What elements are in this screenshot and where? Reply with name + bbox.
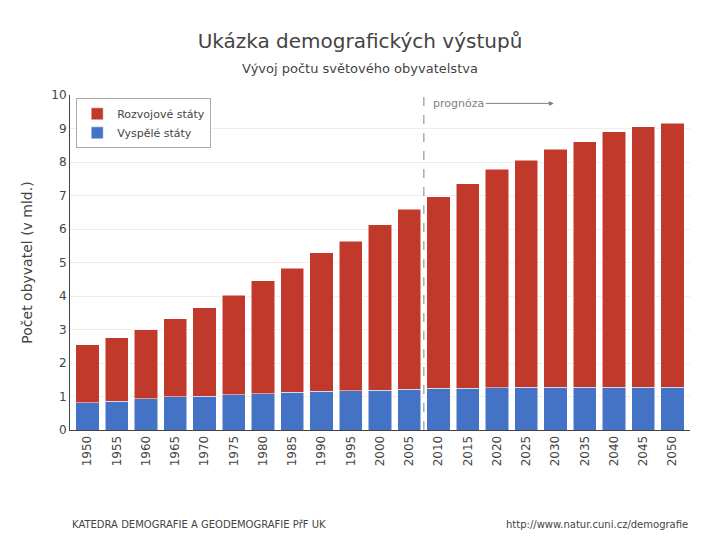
svg-text:2045: 2045 <box>636 436 650 467</box>
svg-text:1965: 1965 <box>168 436 182 467</box>
svg-text:2: 2 <box>59 356 67 370</box>
svg-text:6: 6 <box>59 222 67 236</box>
svg-text:5: 5 <box>59 256 67 270</box>
svg-text:1950: 1950 <box>80 436 94 467</box>
svg-text:2030: 2030 <box>548 436 562 467</box>
svg-text:Rozvojové státy: Rozvojové státy <box>117 108 205 121</box>
svg-text:2015: 2015 <box>461 436 475 467</box>
svg-text:2025: 2025 <box>519 436 533 467</box>
svg-text:9: 9 <box>59 122 67 136</box>
svg-text:0: 0 <box>59 423 67 437</box>
svg-text:1990: 1990 <box>314 436 328 467</box>
svg-text:http://www.natur.cuni.cz/demog: http://www.natur.cuni.cz/demografie <box>506 519 688 530</box>
svg-text:Vývoj počtu světového obyvatel: Vývoj počtu světového obyvatelstva <box>242 61 478 76</box>
svg-text:2005: 2005 <box>402 436 416 467</box>
svg-text:3: 3 <box>59 323 67 337</box>
svg-text:7: 7 <box>59 189 67 203</box>
svg-text:1995: 1995 <box>344 436 358 467</box>
svg-text:1985: 1985 <box>285 436 299 467</box>
svg-text:Vyspělé státy: Vyspělé státy <box>117 127 192 140</box>
svg-text:1955: 1955 <box>110 436 124 467</box>
svg-text:2035: 2035 <box>578 436 592 467</box>
svg-text:2010: 2010 <box>431 436 445 467</box>
svg-text:10: 10 <box>51 88 66 102</box>
svg-text:2000: 2000 <box>373 436 387 467</box>
svg-text:1960: 1960 <box>139 436 153 467</box>
svg-text:1: 1 <box>59 390 67 404</box>
svg-text:4: 4 <box>59 289 67 303</box>
svg-text:2050: 2050 <box>665 436 679 467</box>
svg-text:1975: 1975 <box>227 436 241 467</box>
svg-text:1970: 1970 <box>197 436 211 467</box>
svg-text:Ukázka demografických výstupů: Ukázka demografických výstupů <box>198 29 523 53</box>
svg-text:prognóza: prognóza <box>433 97 484 110</box>
svg-text:1980: 1980 <box>256 436 270 467</box>
svg-text:Počet obyvatel (v mld.): Počet obyvatel (v mld.) <box>19 181 35 343</box>
svg-text:KATEDRA DEMOGRAFIE A GEODEMOGR: KATEDRA DEMOGRAFIE A GEODEMOGRAFIE PřF U… <box>72 519 326 530</box>
svg-text:2040: 2040 <box>607 436 621 467</box>
svg-text:2020: 2020 <box>490 436 504 467</box>
svg-text:8: 8 <box>59 155 67 169</box>
